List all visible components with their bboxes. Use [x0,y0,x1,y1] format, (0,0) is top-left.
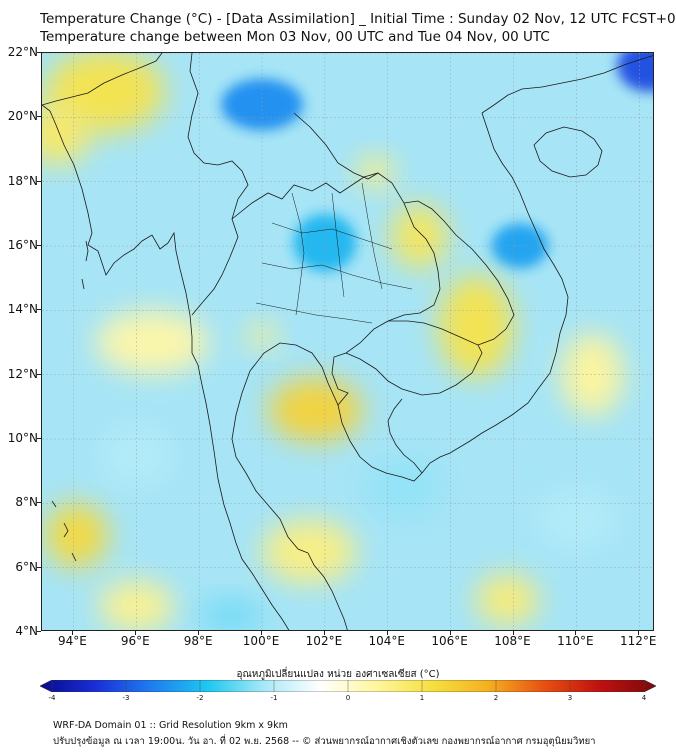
coastline-mekong-delta [387,398,423,474]
lon-tick-mark [198,631,200,635]
border-laos [293,112,515,346]
lat-tick-label: 16°N [7,238,38,252]
lat-tick-label: 12°N [7,366,38,381]
graticule [42,53,653,630]
lat-tick-mark [37,566,41,568]
temperature-anomaly-blob [438,274,514,378]
lat-tick-mark [37,309,41,311]
colorbar-tick-label: 1 [419,694,425,702]
footer-model-info: WRF-DA Domain 01 :: Grid Resolution 9km … [53,720,288,731]
map-subtitle: Temperature change between Mon 03 Nov, 0… [40,29,550,45]
coastline-malay-peninsula [235,542,348,630]
temperature-anomaly-blob [365,458,442,517]
lat-tick-label: 14°N [7,302,38,317]
colorbar-tick-label: 3 [567,694,573,702]
coastlines-and-borders [42,53,653,630]
temperature-anomaly-blob [262,519,357,584]
lon-tick-label: 102°E [305,634,343,648]
lon-tick-mark [575,631,577,635]
temperature-anomaly-blob [246,323,278,349]
lat-tick-label: 4°N [15,624,38,638]
lat-tick-mark [37,438,41,439]
coastline-vietnam [421,112,569,474]
footer-credit: ปรับปรุงข้อมูล ณ เวลา 19:00น. วัน อา. ที… [53,736,596,747]
lon-tick-mark [386,631,388,635]
lon-tick-label: 96°E [120,634,150,648]
island-nicobar [51,500,77,562]
lon-tick-label: 100°E [242,634,280,648]
temperature-anomaly-blob [95,310,209,375]
colorbar-tick-label: -4 [48,694,56,702]
colorbar-tick-label: -1 [270,694,278,702]
temperature-anomaly-blob [617,53,653,92]
lat-tick-mark [37,180,41,182]
lat-tick-label: 10°N [7,431,38,445]
island-andaman [81,240,89,290]
lon-tick-label: 104°E [368,634,406,648]
lon-tick-mark [72,631,74,635]
coastline-south-china [481,55,653,114]
lat-tick-label: 18°N [7,173,38,188]
lat-tick-label: 8°N [15,495,38,510]
lon-tick-mark [512,631,514,635]
temperature-anomaly-blob [199,599,263,630]
lon-tick-label: 110°E [557,634,594,648]
lat-tick-label: 6°N [15,559,38,574]
lat-tick-mark [37,52,41,53]
colorbar-label: อุณหภูมิเปลี่ยนแปลง หน่วย องศาเซลเซียส (… [236,669,440,680]
lon-tick-mark [638,631,640,635]
lat-tick-mark [37,631,41,632]
colorbar [40,680,656,692]
colorbar-tick-label: 2 [493,694,499,702]
lon-tick-label: 112°E [620,634,657,648]
lat-tick-mark [37,116,41,118]
island-hainan [533,126,603,178]
temperature-anomaly-blob [390,204,448,269]
colorbar-ticks [51,680,645,692]
temperature-anomaly-blob [475,574,539,626]
border-cambodia [345,320,483,396]
border-myanmar-north [42,53,163,106]
lat-tick-mark [37,502,41,504]
lat-tick-mark [37,373,41,375]
coastline-gulf-of-thailand [337,404,423,482]
map-title: Temperature Change (°C) - [Data Assimila… [40,11,676,27]
lon-tick-mark [323,631,325,635]
lon-tick-mark [135,631,137,635]
lon-tick-mark [449,631,451,635]
colorbar-tick-label: 0 [345,694,351,702]
border-thailand [231,172,441,554]
colorbar-tick-label: -3 [122,694,130,702]
temperature-map [41,52,654,631]
temperature-anomaly-blob [45,503,109,568]
lat-tick-label: 20°N [7,109,38,124]
internal-borders [255,182,413,324]
temperature-anomaly-blob [42,101,90,166]
temperature-anomaly-blob [356,155,395,189]
lon-tick-mark [261,631,263,635]
lon-tick-label: 94°E [57,634,87,648]
border-myanmar-east [187,53,249,316]
lon-tick-label: 106°E [431,634,468,648]
lat-tick-label: 22°N [7,45,38,59]
temperature-anomaly-blob [268,377,363,443]
temperature-anomaly-layer [42,53,653,630]
coastline-myanmar-west [42,104,237,544]
lon-tick-label: 98°E [183,634,213,648]
lat-tick-mark [37,245,41,246]
colorbar-tick-label: -2 [196,694,204,702]
lon-tick-label: 108°E [494,634,531,648]
colorbar-tick-label: 4 [641,694,647,702]
